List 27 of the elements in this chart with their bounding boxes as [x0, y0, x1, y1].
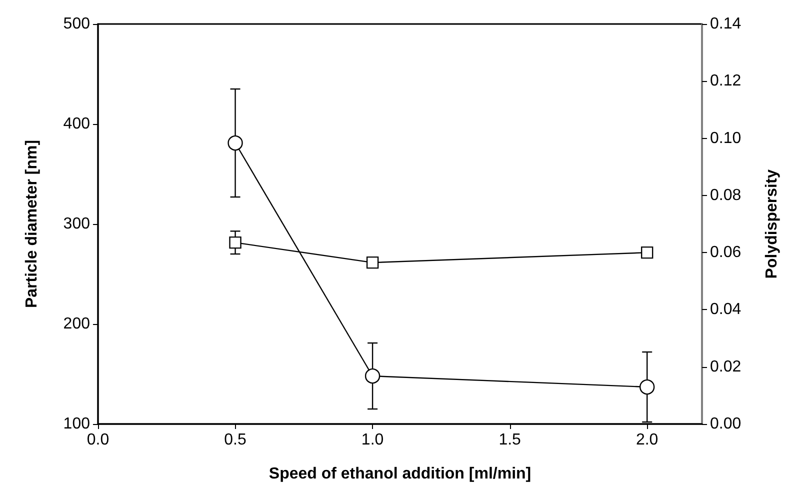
point [640, 379, 655, 395]
point [364, 368, 380, 384]
y2-tick-label: 0.04 [710, 301, 742, 318]
x-tick-label: 0.0 [86, 432, 110, 448]
y-axis-title: Particle diameter [nm] [24, 140, 40, 308]
y2-tick-label: 0.10 [710, 130, 742, 147]
y-tick-label: 100 [63, 416, 90, 432]
y-tick-label: 400 [63, 116, 90, 132]
x-tick-label: 0.5 [224, 432, 246, 448]
x-axis-title: Speed of ethanol addition [ml/min] [268, 466, 532, 482]
y2-tick-label: 0.12 [710, 72, 742, 90]
y2-axis-title: Polydispersity [764, 169, 780, 279]
x-tick-label: 2.0 [636, 432, 658, 448]
point [229, 236, 242, 249]
point [640, 246, 654, 259]
y2-tick-label: 0.08 [710, 186, 742, 204]
y2-tick-label: 0.14 [710, 16, 742, 32]
y-tick-label: 200 [63, 316, 90, 332]
y2-tick-label: 0.06 [710, 244, 742, 262]
x-tick-label: 1.0 [361, 432, 384, 448]
y-tick-label: 500 [63, 16, 90, 32]
y2-tick-label: 0.02 [710, 358, 742, 376]
x-tick-label: 1.5 [498, 432, 522, 448]
y-tick-label: 300 [63, 216, 90, 232]
point [366, 256, 379, 269]
y2-tick-label: 0.00 [710, 416, 742, 432]
point [228, 135, 243, 151]
